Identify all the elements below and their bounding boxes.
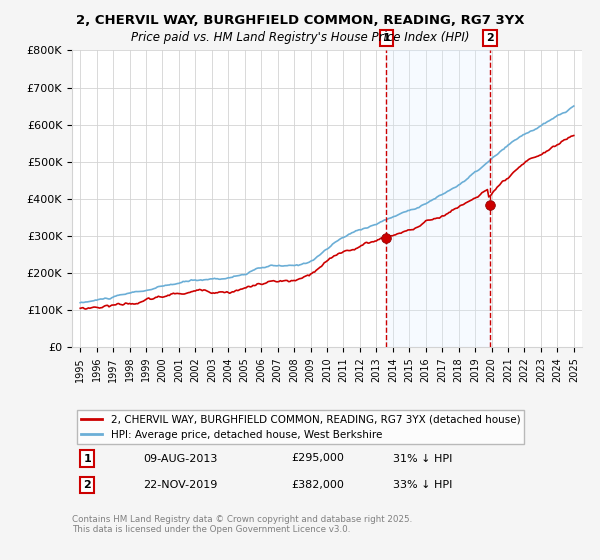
Text: 1: 1	[83, 454, 91, 464]
Text: £382,000: £382,000	[291, 480, 344, 490]
Text: 31% ↓ HPI: 31% ↓ HPI	[394, 454, 452, 464]
Text: £295,000: £295,000	[291, 454, 344, 464]
Text: Price paid vs. HM Land Registry's House Price Index (HPI): Price paid vs. HM Land Registry's House …	[131, 31, 469, 44]
Text: 33% ↓ HPI: 33% ↓ HPI	[394, 480, 452, 490]
Text: Contains HM Land Registry data © Crown copyright and database right 2025.
This d: Contains HM Land Registry data © Crown c…	[72, 515, 412, 534]
Text: 22-NOV-2019: 22-NOV-2019	[143, 480, 218, 490]
Text: 2, CHERVIL WAY, BURGHFIELD COMMON, READING, RG7 3YX: 2, CHERVIL WAY, BURGHFIELD COMMON, READI…	[76, 14, 524, 27]
Text: 09-AUG-2013: 09-AUG-2013	[143, 454, 218, 464]
Text: 2: 2	[486, 33, 494, 43]
Text: 1: 1	[382, 33, 390, 43]
Text: 2: 2	[83, 480, 91, 490]
Legend: 2, CHERVIL WAY, BURGHFIELD COMMON, READING, RG7 3YX (detached house), HPI: Avera: 2, CHERVIL WAY, BURGHFIELD COMMON, READI…	[77, 410, 524, 444]
Bar	[386, 50, 490, 347]
